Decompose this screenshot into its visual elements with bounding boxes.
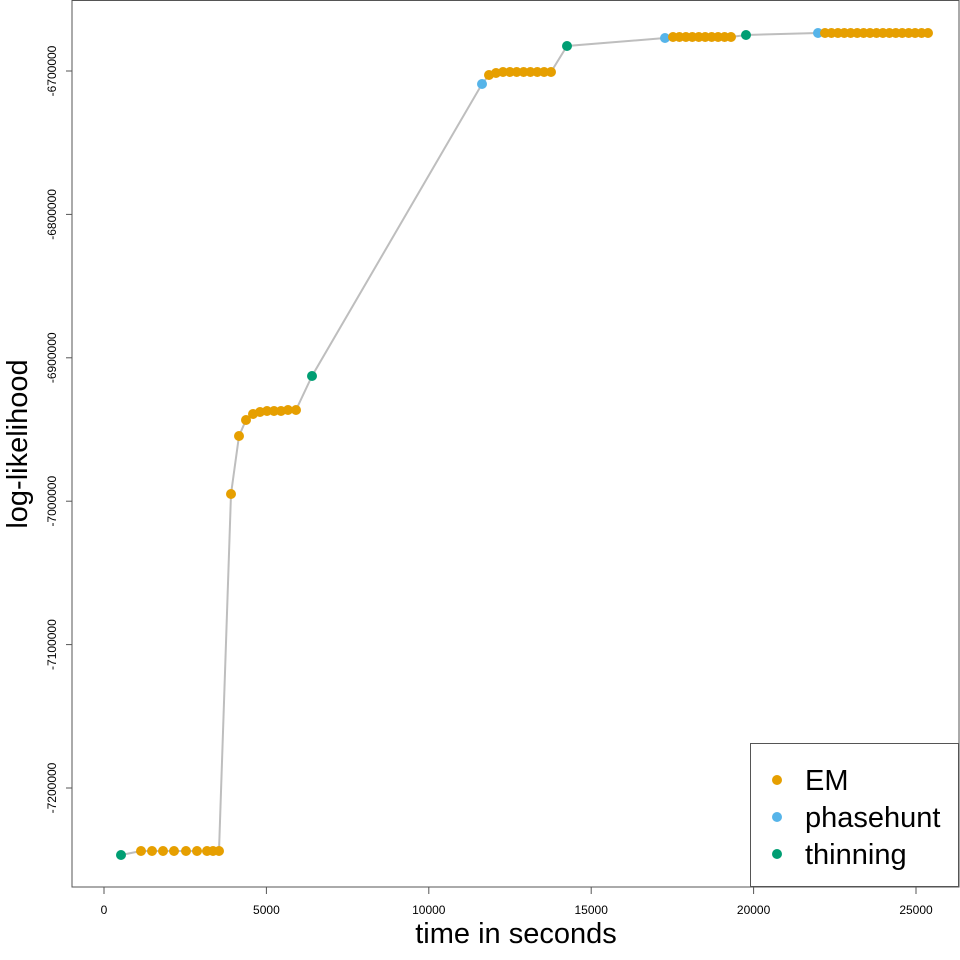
- y-tick-label: -6900000: [45, 332, 59, 383]
- y-axis: -6700000 -6800000 -6900000 -7000000 -7100000…: [45, 45, 73, 813]
- data-point-em: [291, 405, 301, 415]
- data-points: [116, 28, 933, 860]
- legend-label: phasehunt: [805, 802, 940, 834]
- x-tick-label: 25000: [899, 903, 933, 917]
- legend: EM phasehunt thinning: [750, 743, 959, 887]
- x-tick-label: 10000: [412, 903, 446, 917]
- x-tick-label: 15000: [575, 903, 609, 917]
- data-point-em: [283, 405, 293, 415]
- y-tick-label: -7000000: [45, 476, 59, 527]
- data-point-em: [234, 431, 244, 441]
- data-point-em: [262, 406, 272, 416]
- y-tick-label: -7100000: [45, 619, 59, 670]
- legend-label: EM: [805, 765, 849, 797]
- data-point-em: [269, 406, 279, 416]
- x-axis: 0 5000 10000 15000 20000 25000: [101, 886, 933, 917]
- legend-marker: [772, 812, 782, 822]
- data-point-em: [169, 846, 179, 856]
- data-point-em: [525, 67, 536, 77]
- data-point-em: [498, 67, 508, 77]
- legend-label: thinning: [805, 839, 907, 871]
- y-axis-title: log-likelihood: [2, 359, 34, 528]
- series-line: [120, 32, 928, 856]
- data-point-em: [214, 846, 224, 856]
- data-point-thinning: [307, 371, 317, 381]
- legend-marker: [772, 775, 782, 785]
- data-point-em: [192, 846, 202, 856]
- data-point-em: [511, 67, 522, 77]
- legend-box: [750, 743, 959, 887]
- data-point-em: [181, 846, 191, 856]
- data-point-phasehunt: [813, 28, 823, 38]
- x-axis-title: time in seconds: [415, 918, 617, 950]
- data-point-em: [241, 415, 251, 425]
- y-tick-label: -6800000: [45, 189, 59, 240]
- legend-item-em: EM: [772, 765, 849, 797]
- data-point-em: [147, 846, 157, 856]
- legend-item-phasehunt: phasehunt: [772, 802, 940, 834]
- data-point-em: [539, 67, 550, 77]
- data-point-em: [158, 846, 168, 856]
- data-point-phasehunt: [660, 33, 670, 43]
- y-tick-label: -6700000: [45, 45, 59, 96]
- data-point-thinning: [741, 30, 751, 40]
- data-point-em: [136, 846, 146, 856]
- x-tick-label: 5000: [253, 903, 280, 917]
- data-point-phasehunt: [477, 79, 487, 89]
- x-tick-label: 0: [101, 903, 108, 917]
- data-point-em: [923, 28, 933, 38]
- legend-marker: [772, 849, 782, 859]
- data-point-thinning: [562, 41, 572, 51]
- data-point-thinning: [116, 850, 126, 860]
- legend-item-thinning: thinning: [772, 839, 907, 871]
- y-tick-label: -7200000: [45, 762, 59, 813]
- x-tick-label: 20000: [737, 903, 771, 917]
- data-point-em: [546, 67, 556, 77]
- data-point-em: [226, 489, 236, 499]
- data-point-em: [726, 32, 736, 42]
